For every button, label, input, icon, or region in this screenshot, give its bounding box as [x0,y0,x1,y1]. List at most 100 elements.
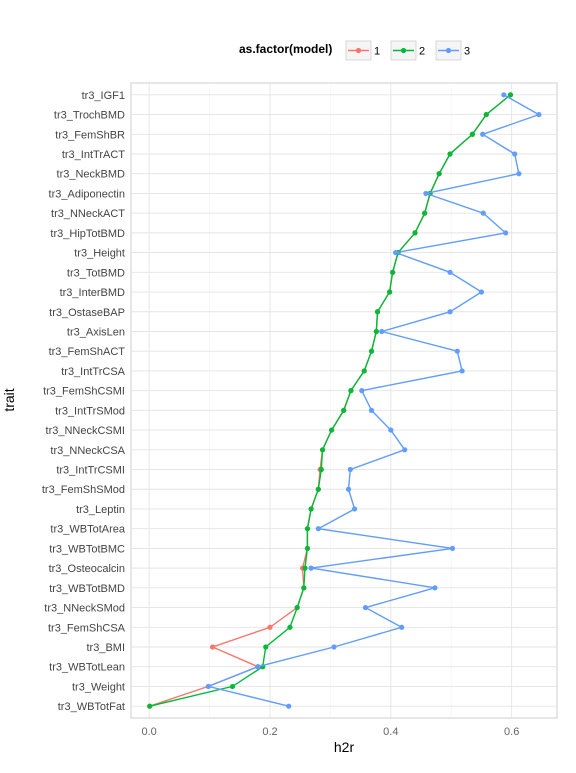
y-tick-label: tr3_WBTotArea [50,524,125,536]
data-point [388,427,394,433]
data-point [516,171,522,177]
legend-key-point [355,47,362,54]
data-point [345,486,352,492]
data-point [315,526,321,532]
y-tick-label: tr3_TrochBMD [54,110,125,122]
data-point [255,664,261,670]
y-tick-label: tr3_NNeckCSMI [46,425,125,437]
data-point [361,368,367,374]
data-point [368,407,375,413]
data-point [480,210,486,216]
y-tick-label: tr3_NeckBMD [57,169,126,181]
legend-label: 1 [374,46,380,58]
data-point [351,506,358,512]
data-point [512,151,518,157]
y-tick-label: tr3_OstaseBAP [49,307,125,319]
data-point [447,151,453,157]
data-point [480,131,486,137]
x-axis-label: h2r [334,739,355,755]
y-tick-label: tr3_Weight [72,681,125,693]
data-point [423,190,429,197]
y-tick-label: tr3_IntTrSMod [55,405,125,417]
legend-item-1: 1 [345,40,380,61]
data-point [536,111,542,118]
data-point [373,328,379,335]
data-point [341,407,347,413]
data-point [331,644,337,650]
data-point [348,388,354,394]
legend-key-point [400,47,407,54]
data-point [393,249,399,256]
x-tick-label: 0.6 [504,726,519,738]
data-point [390,269,396,275]
data-point [399,624,405,630]
data-point [449,545,456,552]
data-point [412,230,418,236]
data-point [454,348,460,354]
series-2 [147,92,514,709]
plot-panel [130,82,558,719]
y-tick-label: tr3_FemShBR [55,129,125,141]
legend: as.factor(model) 1 2 3 [239,40,470,61]
data-point [483,111,489,118]
x-tick-label: 0.2 [262,726,277,738]
y-tick-label: tr3_WBTotBMC [49,543,125,555]
legend-item-2: 2 [390,40,425,61]
data-point [209,644,216,650]
series-line-2 [149,94,511,707]
data-point [302,565,308,571]
data-point [459,368,465,374]
y-tick-label: tr3_IntTrACT [62,149,125,161]
data-point [359,388,365,394]
data-point [379,328,385,335]
data-point [205,683,211,690]
data-point [436,171,442,177]
y-tick-label: tr3_FemShSMod [42,484,125,496]
y-tick-label: tr3_FemShCSA [48,622,126,634]
legend-label: 2 [419,46,425,58]
data-point [478,289,485,295]
y-tick-label: tr3_Leptin [76,504,125,516]
legend-label: 3 [464,46,470,58]
y-tick-label: tr3_InterBMD [60,287,125,299]
data-point [308,506,314,512]
legend-item-3: 3 [435,40,470,61]
y-tick-label: tr3_NNeckSMod [44,603,125,615]
data-point [447,309,453,315]
data-point [304,526,311,532]
y-tick-label: tr3_BMI [86,642,125,654]
y-tick-label: tr3_IntTrCSA [61,366,125,378]
data-point [229,683,236,690]
data-point [469,131,476,137]
y-tick-label: tr3_Height [74,248,125,260]
y-tick-label: tr3_WBTotLean [49,662,125,674]
y-tick-label: tr3_Adiponectin [49,188,125,200]
grid [131,83,557,718]
y-tick-label: tr3_WBTotFat [58,701,125,713]
data-point [319,447,326,453]
y-tick-label: tr3_FemShCSMI [43,386,125,398]
y-axis-label: trait [1,388,17,411]
data-point [329,427,335,433]
series-3 [205,92,542,709]
y-tick-label: tr3_NNeckCSA [50,445,125,457]
data-point [501,92,507,98]
y-tick-label: tr3_AxisLen [67,326,125,338]
y-tick-label: tr3_FemShACT [49,346,126,358]
data-point [287,624,293,630]
x-tick-labels: 0.0 0.2 0.4 0.6 [141,726,519,738]
data-point [308,565,314,571]
data-point [432,585,438,591]
data-point [267,624,273,630]
data-point [263,644,269,650]
data-point [503,230,509,236]
data-point [347,466,353,473]
x-tick-label: 0.4 [383,726,398,738]
y-tick-label: tr3_Osteocalcin [49,563,125,575]
data-point [304,545,311,552]
data-point [447,269,453,275]
y-tick-label: tr3_WBTotBMD [49,583,125,595]
data-point [147,703,153,709]
